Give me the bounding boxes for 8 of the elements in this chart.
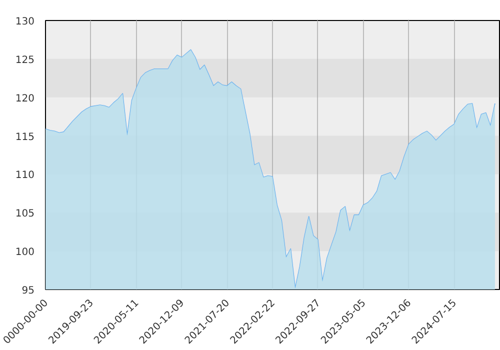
y-tick-label: 115 — [15, 132, 35, 143]
y-tick-label: 110 — [15, 170, 35, 182]
y-tick-label: 120 — [15, 93, 35, 104]
y-tick-label: 105 — [15, 208, 35, 220]
y-tick-label: 100 — [15, 247, 35, 258]
y-tick-label: 130 — [15, 16, 35, 28]
y-tick-label: 95 — [22, 286, 35, 296]
y-tick-label: 125 — [15, 54, 35, 66]
